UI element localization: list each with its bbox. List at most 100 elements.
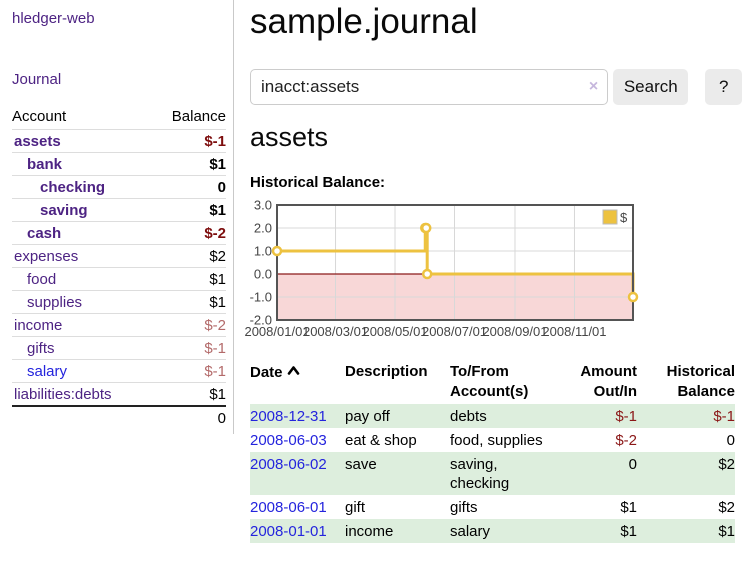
sidebar-account-link[interactable]: cash xyxy=(27,225,62,242)
sidebar-account-link[interactable]: food xyxy=(27,271,57,288)
transaction-amount: $1 xyxy=(620,499,637,516)
account-row: bank $1 xyxy=(12,152,226,176)
transaction-accounts: salary xyxy=(450,523,491,540)
transaction-description: eat & shop xyxy=(345,432,417,449)
balance-column-header: Balance xyxy=(171,108,226,125)
sidebar-account-link[interactable]: saving xyxy=(40,202,88,219)
account-row: gifts $-1 xyxy=(12,336,226,360)
transaction-description: pay off xyxy=(345,408,390,425)
register-row: 2008-06-01 gift gifts $1 $2 xyxy=(250,495,735,519)
help-button[interactable]: ? xyxy=(705,69,742,105)
svg-text:$: $ xyxy=(620,210,628,225)
account-balance: $-2 xyxy=(204,225,226,242)
account-row: assets $-1 xyxy=(12,129,226,153)
transaction-accounts: food, supplies xyxy=(450,432,543,449)
historical-balance-chart-svg: $3.0 2.0 1.0 0.0 -1.0 -2.02008/01/012008/03/0… xyxy=(244,198,639,339)
svg-text:2008/03/01: 2008/03/01 xyxy=(303,324,368,339)
transaction-balance: $2 xyxy=(718,456,735,473)
transaction-date-link[interactable]: 2008-06-03 xyxy=(250,432,327,449)
account-row: cash $-2 xyxy=(12,221,226,245)
column-header-date[interactable]: Date xyxy=(250,360,345,404)
transaction-date-link[interactable]: 2008-06-02 xyxy=(250,456,327,473)
transaction-accounts: debts xyxy=(450,408,487,425)
account-row: income $-2 xyxy=(12,313,226,337)
column-header-balance: Historical Balance xyxy=(666,363,735,400)
register-table-body: 2008-12-31 pay off debts $-1 $-1 2008-06-03 ea… xyxy=(250,404,735,543)
svg-text:2008/01/01: 2008/01/01 xyxy=(244,324,309,339)
account-balance: 0 xyxy=(217,179,226,196)
sidebar-item-journal[interactable]: Journal xyxy=(12,71,62,88)
sidebar-account-link[interactable]: salary xyxy=(27,363,68,380)
account-balance: $-1 xyxy=(204,340,226,357)
account-row: liabilities:debts $1 xyxy=(12,382,226,407)
account-balance: $1 xyxy=(209,386,226,403)
transaction-amount: $-2 xyxy=(615,432,637,449)
total-spacer xyxy=(12,406,151,430)
account-balance: $-1 xyxy=(204,363,226,380)
transaction-amount: 0 xyxy=(628,456,637,473)
page-title: sample.journal xyxy=(250,2,478,41)
sidebar-account-link[interactable]: expenses xyxy=(14,248,79,265)
transaction-date-link[interactable]: 2008-01-01 xyxy=(250,523,327,540)
transaction-description: income xyxy=(345,523,394,540)
sidebar-account-link[interactable]: checking xyxy=(40,179,106,196)
svg-text:1.0: 1.0 xyxy=(254,244,272,259)
account-balance: $1 xyxy=(209,271,226,288)
search-button[interactable]: Search xyxy=(613,69,689,105)
register-table: Date Description To/From Account(s) Amou… xyxy=(250,360,735,543)
transaction-balance: $2 xyxy=(718,499,735,516)
sidebar: hledger-web Journal Account Balance asse… xyxy=(0,0,234,434)
sidebar-account-link[interactable]: gifts xyxy=(27,340,55,357)
sidebar-account-link[interactable]: liabilities:debts xyxy=(14,386,112,403)
search-input-wrap: × xyxy=(250,69,609,105)
search-form: × Search ? xyxy=(250,69,742,105)
register-row: 2008-12-31 pay off debts $-1 $-1 xyxy=(250,404,735,428)
accounts-table-header: Account Balance xyxy=(12,105,226,130)
transaction-date-link[interactable]: 2008-06-01 xyxy=(250,499,327,516)
svg-text:2008/11/01: 2008/11/01 xyxy=(542,324,606,339)
svg-text:2008/09/01: 2008/09/01 xyxy=(482,324,547,339)
account-row: expenses $2 xyxy=(12,244,226,268)
account-balance: $1 xyxy=(209,294,226,311)
sidebar-account-link[interactable]: bank xyxy=(27,156,63,173)
transaction-amount: $-1 xyxy=(615,408,637,425)
accounts-total-row: 0 xyxy=(12,406,226,430)
clear-search-icon[interactable]: × xyxy=(588,78,599,95)
account-row: salary $-1 xyxy=(12,359,226,383)
svg-text:-1.0: -1.0 xyxy=(250,290,272,305)
account-balance: $1 xyxy=(209,156,226,173)
account-row: checking 0 xyxy=(12,175,226,199)
main-content: sample.journal × Search ? assets Histori… xyxy=(244,0,742,582)
register-row: 2008-06-02 save saving, checking 0 $2 xyxy=(250,452,735,495)
accounts-column-header: Account xyxy=(12,108,67,125)
svg-text:-2.0: -2.0 xyxy=(250,313,272,328)
account-balance: $-1 xyxy=(204,133,226,150)
chart-title: Historical Balance: xyxy=(250,174,386,191)
app-title-link[interactable]: hledger-web xyxy=(12,10,95,27)
accounts-table: Account Balance assets $-1 bank $1 checking 0… xyxy=(12,105,226,430)
transaction-description: gift xyxy=(345,499,366,516)
total-balance: 0 xyxy=(217,410,226,427)
column-header-description: Description xyxy=(345,363,428,380)
transaction-date-link[interactable]: 2008-12-31 xyxy=(250,408,327,425)
svg-text:2008/07/01: 2008/07/01 xyxy=(422,324,487,339)
svg-text:3.0: 3.0 xyxy=(254,198,272,213)
account-balance: $2 xyxy=(209,248,226,265)
column-header-accounts: To/From Account(s) xyxy=(450,363,529,400)
transaction-amount: $1 xyxy=(620,523,637,540)
search-input[interactable] xyxy=(250,69,609,105)
account-heading: assets xyxy=(250,122,329,152)
account-row: saving $1 xyxy=(12,198,226,222)
transaction-balance: $-1 xyxy=(713,408,735,425)
svg-text:2008/05/01: 2008/05/01 xyxy=(362,324,427,339)
column-header-amount: Amount Out/In xyxy=(580,363,637,400)
accounts-table-body: assets $-1 bank $1 checking 0 saving $1 cash $-2 e… xyxy=(12,129,226,407)
transaction-accounts: saving, checking xyxy=(450,456,510,492)
sidebar-account-link[interactable]: income xyxy=(14,317,63,334)
sidebar-account-link[interactable]: assets xyxy=(14,133,61,150)
transaction-balance: $1 xyxy=(718,523,735,540)
transaction-description: save xyxy=(345,456,377,473)
sidebar-account-link[interactable]: supplies xyxy=(27,294,83,311)
register-section: Date Description To/From Account(s) Amou… xyxy=(250,360,735,543)
account-row: food $1 xyxy=(12,267,226,291)
